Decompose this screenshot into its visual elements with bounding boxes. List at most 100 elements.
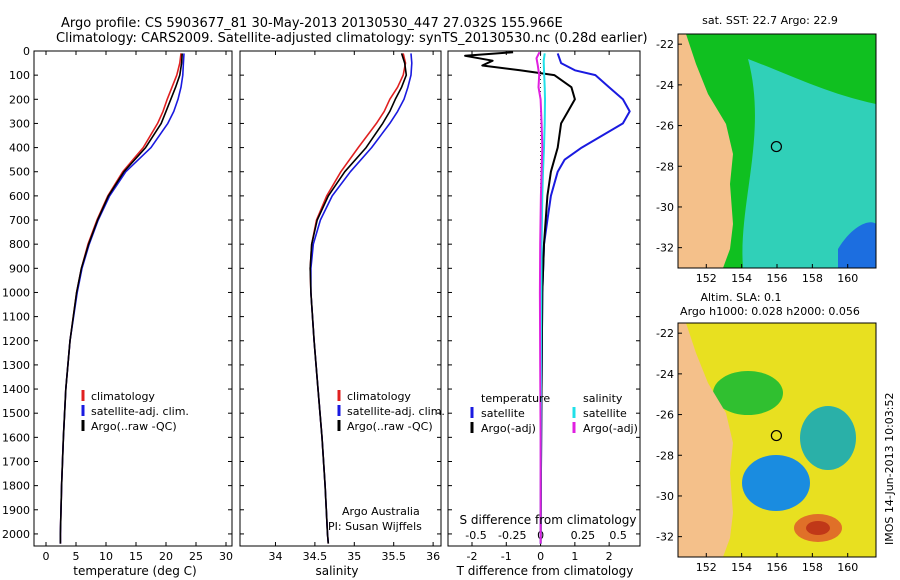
x-tick-label: 10 [99,550,113,563]
header-line2: Climatology: CARS2009. Satellite-adjuste… [56,31,648,46]
y-tick-label: 1700 [2,455,30,468]
y-tick-label: 100 [9,69,30,82]
map-y-tick-label: -22 [656,38,674,51]
imos-timestamp: IMOS 14-Jun-2013 10:03:52 [883,392,896,545]
map-y-tick-label: -30 [656,201,674,214]
map-y-tick-label: -32 [656,242,674,255]
y-tick-label: 0 [23,45,30,58]
x-tick-label: 2 [606,550,613,563]
y-tick-label: 1900 [2,504,30,517]
y-tick-label: 1800 [2,480,30,493]
series-line [309,53,408,544]
legend-title: temperature [481,392,550,405]
x-tick-label: 15 [129,550,143,563]
x-tick-label: 0 [537,550,544,563]
sst-cool-patch [838,222,876,268]
map-y-tick-label: -22 [656,327,674,340]
x-tick-label: -1 [501,550,512,563]
x-tick-label: 25 [189,550,203,563]
temperature-panel: 0100200300400500600700800900100011001200… [2,45,233,563]
map-y-tick-label: -32 [656,531,674,544]
y-tick-label: 300 [9,117,30,130]
map-x-tick-label: 154 [731,272,752,285]
y-tick-label: 1000 [2,286,30,299]
plot-frame [447,50,641,547]
plot-frame [33,50,233,547]
legend-label: Argo(-adj) [481,422,536,435]
series-line [539,53,631,544]
sla-map-title-1: Altim. SLA: 0.1 [700,291,781,304]
sla-low-eddy [800,406,856,470]
legend-title: salinity [583,392,623,405]
legend-label: satellite [481,407,525,420]
land-mass [678,323,733,557]
y-tick-label: 1500 [2,407,30,420]
top-x-tick-label: -0.25 [498,529,526,542]
legend-label: satellite-adj. clim. [347,405,445,418]
pi-label: PI: Susan Wijffels [328,520,422,533]
sla-low-eddy [742,455,810,511]
series-line [539,53,546,544]
map-x-tick-label: 156 [767,272,788,285]
sst-map-title: sat. SST: 22.7 Argo: 22.9 [702,14,838,27]
legend-label: Argo(..raw -QC) [91,420,177,433]
x-tick-label: 1 [571,550,578,563]
legend-label: climatology [347,390,411,403]
x-tick-label: 20 [159,550,173,563]
map-x-tick-label: 156 [767,561,788,574]
diff-xlabel-top: S difference from climatology [460,513,637,527]
x-tick-label: 34.5 [303,550,328,563]
argo-location-marker [770,429,782,442]
x-tick-label: -2 [467,550,478,563]
map-x-tick-label: 154 [731,561,752,574]
header-line1: Argo profile: CS 5903677_81 30-May-2013 … [61,16,563,31]
land-mass [678,34,733,268]
legend-label: satellite-adj. clim. [91,405,189,418]
argo-location-marker [770,140,782,153]
y-tick-label: 2000 [2,528,30,541]
map-x-tick-label: 160 [837,561,858,574]
legend-label: climatology [91,390,155,403]
series-line [59,53,183,544]
argo-australia-label: Argo Australia [342,505,420,518]
y-tick-label: 800 [9,238,30,251]
y-tick-label: 1200 [2,335,30,348]
sst-map-panel: 152 154 156 158 160 -22 -24 -26 -28 -30 -32 [656,33,877,285]
map-y-tick-label: -26 [656,409,674,422]
map-x-tick-label: 152 [696,272,717,285]
salinity-panel: 34 34.5 35 35.5 36 climatology satellite-adj. … [239,50,445,563]
top-x-tick-label: 0.5 [609,529,627,542]
sla-map-panel: 152 154 156 158 160 -22 -24 -26 -28 -30 -32 [656,322,877,574]
y-tick-label: 1400 [2,383,30,396]
x-tick-label: 35.5 [381,550,406,563]
sla-map-title-2: Argo h1000: 0.028 h2000: 0.056 [680,305,860,318]
map-y-tick-label: -28 [656,160,674,173]
series-line [535,51,544,544]
x-tick-label: 0 [43,550,50,563]
y-tick-label: 200 [9,93,30,106]
map-y-tick-label: -28 [656,449,674,462]
plot-frame [239,50,442,547]
diff-xlabel-bottom: T difference from climatology [456,564,634,578]
top-x-tick-label: -0.5 [465,529,486,542]
map-y-tick-label: -26 [656,120,674,133]
map-x-tick-label: 158 [802,272,823,285]
map-x-tick-label: 152 [696,561,717,574]
map-x-tick-label: 160 [837,272,858,285]
y-tick-label: 1100 [2,311,30,324]
series-line [464,51,576,544]
top-x-tick-label: 0.25 [571,529,596,542]
x-tick-label: 5 [73,550,80,563]
legend-label: Argo(..raw -QC) [347,420,433,433]
y-tick-label: 900 [9,262,30,275]
series-line [59,53,185,544]
y-tick-label: 700 [9,214,30,227]
sst-warm-patch [742,59,876,268]
y-tick-label: 1600 [2,431,30,444]
map-x-tick-label: 158 [802,561,823,574]
sla-high-core [806,521,830,535]
series-line [310,53,413,544]
map-y-tick-label: -24 [656,368,674,381]
